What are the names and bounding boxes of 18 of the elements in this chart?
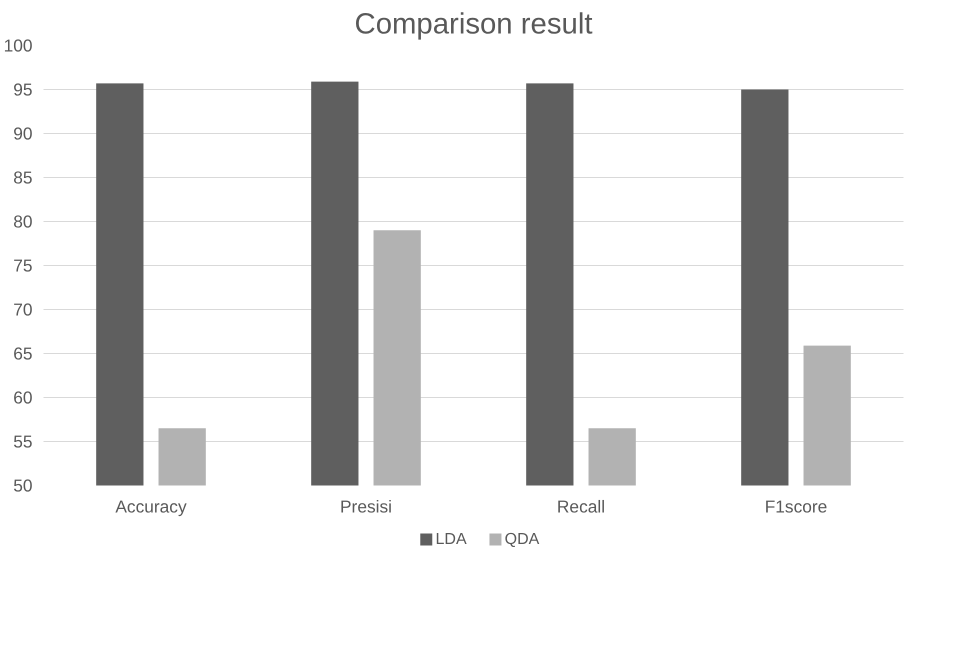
y-tick-label: 65	[13, 344, 33, 364]
x-tick-label: Accuracy	[115, 496, 187, 516]
y-tick-label: 90	[13, 124, 33, 144]
y-tick-label: 75	[13, 256, 33, 276]
x-tick-label: Presisi	[340, 496, 392, 516]
x-tick-label: F1score	[764, 496, 828, 516]
y-tick-label: 85	[13, 168, 33, 188]
y-tick-label: 55	[13, 432, 33, 452]
chart-title: Comparison result	[354, 8, 592, 40]
legend-label: LDA	[435, 531, 467, 548]
y-tick-label: 100	[4, 36, 33, 56]
y-tick-label: 80	[13, 212, 33, 232]
legend-label: QDA	[504, 531, 540, 548]
y-tick-label: 60	[13, 388, 33, 408]
y-tick-label: 50	[13, 476, 33, 496]
x-tick-label: Recall	[556, 496, 606, 516]
y-tick-label: 95	[13, 80, 33, 100]
y-tick-label: 70	[13, 300, 33, 320]
